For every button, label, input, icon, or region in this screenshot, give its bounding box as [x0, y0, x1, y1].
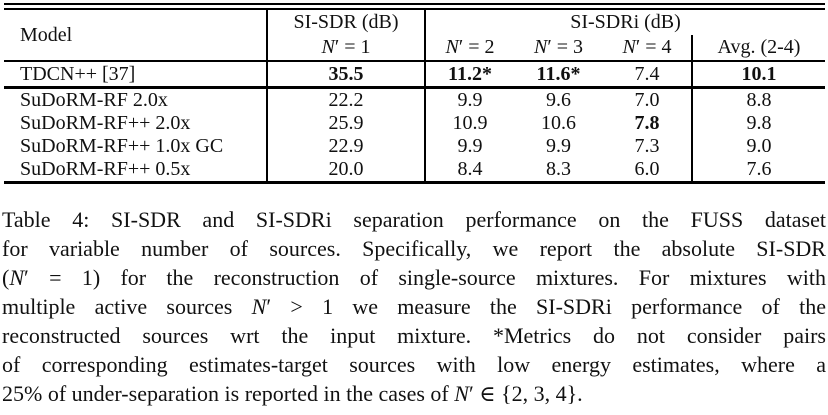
table-row: SuDoRM-RF++ 2.0x 25.9 10.9 10.6 7.8 9.8: [4, 112, 825, 135]
cell-sisdr-n1: 35.5: [267, 61, 426, 89]
header-sisdr-title: SI-SDR (dB): [293, 11, 399, 33]
cell-avg: 10.1: [692, 61, 826, 89]
header-row-top: Model SI-SDR (dB) N′ = 1 SI-SDRi (dB): [4, 9, 825, 62]
cell-avg: 8.8: [746, 89, 772, 111]
cell-sisdri-n4: 7.3: [603, 135, 693, 158]
cell-sisdri-n2: 9.9: [457, 135, 483, 157]
cell-sisdri-n3: 9.9: [546, 135, 571, 157]
header-sisdri: SI-SDRi (dB): [425, 9, 825, 35]
table-row: SuDoRM-RF++ 1.0x GC 22.9 9.9 9.9 7.3 9.0: [4, 135, 825, 158]
cell-sisdri-n4: 7.8: [603, 112, 693, 135]
results-table-wrap: Model SI-SDR (dB) N′ = 1 SI-SDRi (dB) N′…: [4, 3, 826, 184]
table-row-tdcn: TDCN++ [37] 35.5 11.2* 11.6* 7.4 10.1: [4, 61, 826, 89]
header-n3: N′ = 3: [514, 35, 603, 62]
cell-sisdri-n4: 7.0: [603, 87, 693, 112]
table-row: SuDoRM-RF 2.0x 22.2 9.9 9.6 7.0 8.8: [4, 87, 825, 112]
caption-line: (N′ = 1) for the reconstruction of singl…: [2, 265, 826, 290]
caption-line: 25% of under-separation is reported in t…: [2, 381, 583, 406]
header-n4: N′ = 4: [603, 35, 693, 62]
cell-avg: 7.6: [746, 158, 772, 180]
header-sisdri-title: SI-SDRi (dB): [570, 11, 681, 33]
cell-sisdr-n1: 22.9: [267, 135, 426, 158]
cell-sisdri-n3: 11.6*: [514, 61, 603, 89]
cell-model: SuDoRM-RF++ 1.0x GC: [4, 135, 268, 158]
header-sisdr: SI-SDR (dB) N′ = 1: [267, 9, 426, 62]
cell-sisdr-n1: 25.9: [267, 112, 426, 135]
cell-model: TDCN++ [37]: [4, 61, 268, 89]
caption-line: multiple active sources N′ > 1 we measur…: [2, 294, 826, 319]
caption-line: reconstructed sources wrt the input mixt…: [2, 323, 826, 348]
header-model: Model: [4, 9, 268, 62]
header-n2: N′ = 2: [425, 35, 514, 62]
cell-sisdri-n3: 10.6: [541, 112, 576, 134]
cell-sisdri-n2: 11.2*: [425, 61, 514, 89]
cell-sisdri-n4: 7.4: [603, 61, 693, 89]
cell-sisdr-n1: 20.0: [267, 158, 426, 183]
caption-line: for variable number of sources. Specific…: [2, 236, 826, 261]
cell-avg: 9.0: [746, 135, 772, 157]
table-row: SuDoRM-RF++ 0.5x 20.0 8.4 8.3 6.0 7.6: [4, 158, 825, 183]
header-row-sub: N′ = 2 N′ = 3 N′ = 4 Avg. (2-4): [4, 35, 826, 62]
cell-model: SuDoRM-RF++ 0.5x: [4, 158, 268, 183]
cell-sisdri-n4: 6.0: [603, 158, 693, 183]
cell-sisdri-n3: 8.3: [546, 158, 571, 180]
results-table: Model SI-SDR (dB) N′ = 1 SI-SDRi (dB) N′…: [4, 8, 826, 184]
cell-sisdr-n1: 22.2: [267, 87, 426, 112]
header-model-label: Model: [20, 23, 73, 46]
cell-sisdri-n2: 9.9: [457, 89, 483, 111]
cell-avg: 9.8: [746, 112, 772, 134]
caption-line: Table 4: SI-SDR and SI-SDRi separation p…: [2, 207, 826, 232]
cell-model: SuDoRM-RF++ 2.0x: [4, 112, 268, 135]
header-sisdr-n1: N′ = 1: [321, 36, 371, 58]
cell-sisdri-n3: 9.6: [546, 89, 571, 111]
cell-model: SuDoRM-RF 2.0x: [4, 87, 268, 112]
header-avg: Avg. (2-4): [692, 35, 826, 62]
caption-line: of corresponding estimates-target source…: [2, 352, 826, 377]
table-caption: Table 4: SI-SDR and SI-SDRi separation p…: [0, 205, 828, 408]
cell-sisdri-n2: 8.4: [457, 158, 483, 180]
cell-sisdri-n2: 10.9: [452, 112, 488, 134]
